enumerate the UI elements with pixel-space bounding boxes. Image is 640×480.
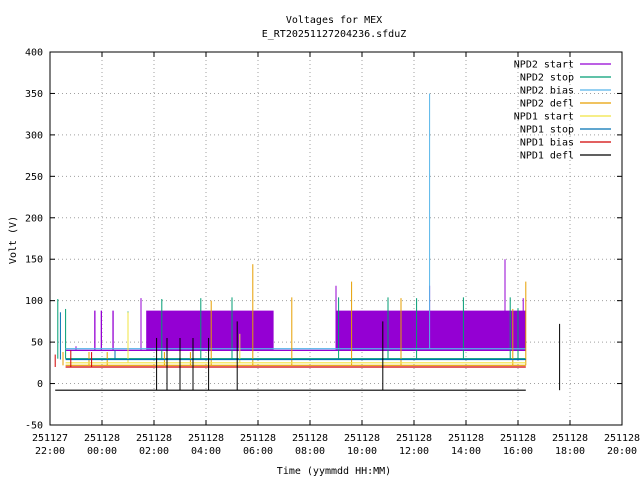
x-axis-label: Time (yymmdd HH:MM) [277, 466, 391, 477]
x-tick-label-time: 18:00 [555, 446, 585, 457]
x-tick-label-date: 251128 [396, 433, 432, 444]
grid-lines [50, 52, 622, 425]
x-tick-label-time: 02:00 [139, 446, 169, 457]
series-npd2-bias [65, 93, 526, 350]
x-tick-label-date: 251127 [32, 433, 68, 444]
plot-frame [49, 51, 623, 426]
chart-title: Voltages for MEX [286, 15, 382, 26]
x-tick-label-time: 08:00 [295, 446, 325, 457]
x-tick-label-time: 14:00 [451, 446, 481, 457]
x-tick-label-date: 251128 [188, 433, 224, 444]
y-tick-label: 250 [25, 172, 43, 183]
series-block [94, 310, 96, 351]
y-tick-label: 50 [31, 338, 43, 349]
legend-label: NPD2 stop [520, 73, 574, 84]
x-tick-label-date: 251128 [448, 433, 484, 444]
x-tick-label-date: 251128 [604, 433, 640, 444]
y-axis-label: Volt (V) [8, 216, 19, 264]
y-tick-label: 400 [25, 48, 43, 59]
x-tick-label-time: 00:00 [87, 446, 117, 457]
y-tick-label: -50 [25, 421, 43, 432]
x-tick-label-time: 10:00 [347, 446, 377, 457]
y-axis-ticks: -50 0 50 100 150 200 250 300 350 400 [25, 48, 622, 432]
x-tick-label-time: 22:00 [35, 446, 65, 457]
legend-label: NPD2 defl [520, 99, 574, 110]
x-tick-label-date: 251128 [240, 433, 276, 444]
series-npd1-stop [59, 312, 526, 361]
x-tick-label-date: 251128 [344, 433, 380, 444]
legend-label: NPD1 defl [520, 151, 574, 162]
x-tick-label-time: 06:00 [243, 446, 273, 457]
series-npd2-start [65, 259, 526, 351]
legend-label: NPD1 bias [520, 138, 574, 149]
y-tick-label: 0 [37, 379, 43, 390]
x-tick-label-date: 251128 [552, 433, 588, 444]
series-block [336, 310, 526, 351]
legend-label: NPD1 start [514, 112, 574, 123]
x-tick-label-time: 20:00 [607, 446, 637, 457]
y-tick-label: 100 [25, 296, 43, 307]
y-tick-label: 350 [25, 89, 43, 100]
x-tick-label-date: 251128 [136, 433, 172, 444]
x-tick-label-time: 04:00 [191, 446, 221, 457]
x-tick-label-time: 12:00 [399, 446, 429, 457]
series-npd1-start [65, 312, 526, 364]
x-tick-label-date: 251128 [500, 433, 536, 444]
y-tick-label: 150 [25, 255, 43, 266]
legend: NPD2 start NPD2 stop NPD2 bias NPD2 defl NPD… [514, 60, 611, 162]
series-npd1-defl [55, 321, 561, 391]
legend-label: NPD2 start [514, 60, 574, 71]
legend-label: NPD2 bias [520, 86, 574, 97]
y-tick-label: 200 [25, 213, 43, 224]
x-axis-ticks: 251127 22:00 251128 00:00 251128 02:00 251128 0… [32, 52, 640, 457]
series-layer [54, 93, 561, 391]
x-tick-label-date: 251128 [292, 433, 328, 444]
series-block [112, 310, 114, 351]
x-tick-label-time: 16:00 [503, 446, 533, 457]
series-npd1-bias [54, 350, 526, 368]
legend-label: NPD1 stop [520, 125, 574, 136]
y-tick-label: 300 [25, 130, 43, 141]
series-block [100, 310, 102, 351]
series-block [146, 310, 274, 351]
x-tick-label-date: 251128 [84, 433, 120, 444]
chart-subtitle: E_RT20251127204236.sfduZ [262, 29, 407, 40]
